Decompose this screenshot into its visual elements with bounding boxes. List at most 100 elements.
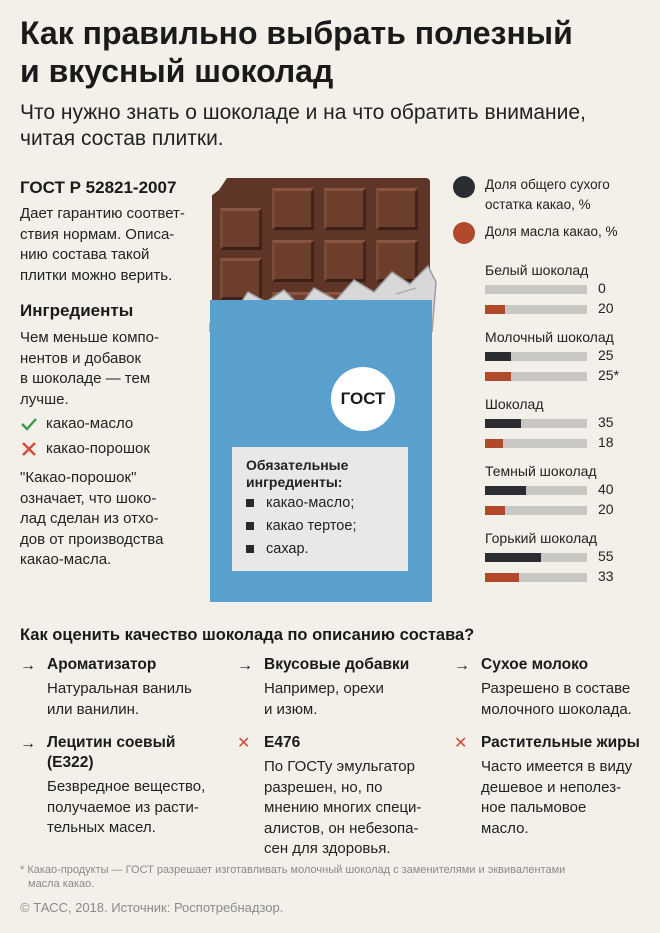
footnote-line: масла какао.	[28, 877, 95, 890]
footnote: * Какао-продукты — ГОСТ разрешает изгота…	[20, 864, 645, 891]
title-line-1: Как правильно выбрать полезный	[20, 15, 573, 51]
bar-value-label: 25	[598, 347, 614, 363]
arrow-right-icon: →	[20, 657, 36, 674]
page-title: Как правильно выбрать полезный и вкусный…	[20, 14, 640, 90]
ingredients-line: лучше.	[20, 390, 69, 408]
bar-track	[485, 439, 587, 448]
quality-item-line: Часто имеется в виду	[481, 758, 633, 775]
mandatory-ingredients-box: Обязательные ингредиенты: какао-масло; к…	[232, 447, 408, 571]
gost-line: ствия нормам. Описа-	[20, 225, 175, 243]
bar-category-label: Белый шоколад	[485, 262, 589, 278]
quality-item-line: молочного шоколада.	[481, 700, 632, 718]
cross-icon	[22, 442, 36, 457]
subtitle-line-2: читая состав плитки.	[20, 127, 224, 150]
arrow-right-icon: →	[454, 657, 470, 674]
quality-item-line: и изюм.	[264, 700, 318, 718]
subtitle-line-1: Что нужно знать о шоколаде и на что обра…	[20, 101, 586, 124]
quality-item-title-line: Растительные жиры	[481, 734, 640, 751]
copyright: © ТАСС, 2018. Источник: Роспотребнадзор.	[20, 900, 284, 915]
note-line: "Какао-порошок"	[20, 469, 137, 486]
bad-ingredient-label: какао-порошок	[46, 440, 150, 457]
quality-item-description: Разрешено в составе молочного шоколада.	[481, 679, 660, 720]
quality-item-description: Часто имеется в виду дешевое и неполез-но…	[481, 757, 660, 839]
note-line: дов от производства	[20, 530, 164, 548]
mandatory-ingredients-title: Обязательные ингредиенты:	[246, 457, 348, 491]
bar-track	[485, 419, 587, 428]
legend-line: остатка какао, %	[485, 197, 591, 212]
chocolate-piece	[220, 208, 262, 250]
footnote-line: * Какао-продукты — ГОСТ разрешает изгота…	[20, 864, 566, 876]
mandatory-item-label: какао-масло;	[266, 495, 355, 511]
quality-item-title: Растительные жиры	[481, 733, 640, 753]
bullet-icon	[246, 499, 254, 507]
quality-item-line: Натуральная ваниль	[47, 680, 192, 697]
arrow-right-icon: →	[20, 735, 36, 752]
chocolate-piece	[272, 240, 314, 282]
bar-track	[485, 352, 587, 361]
quality-item-title: Вкусовые добавки	[264, 655, 409, 675]
quality-item-title-line: Лецитин соевый	[47, 734, 176, 751]
gost-heading: ГОСТ Р 52821-2007	[20, 178, 177, 197]
bar	[485, 573, 519, 582]
legend-dot-cocoa-butter	[453, 222, 475, 244]
ingredients-line: нентов и добавок	[20, 349, 142, 367]
bar-value-label: 20	[598, 300, 614, 316]
note-line: какао-масла.	[20, 551, 112, 568]
good-ingredient-label: какао-масло	[46, 415, 134, 432]
box-title-line: ингредиенты:	[246, 474, 343, 490]
bar-value-label: 20	[598, 501, 614, 517]
quality-item-title-line: Сухое молоко	[481, 656, 589, 673]
mandatory-item-label: какао тертое;	[266, 518, 357, 534]
mandatory-item-label: сахар.	[266, 541, 309, 557]
quality-item-title: Сухое молоко	[481, 655, 588, 675]
quality-item-line: сен для здоровья.	[264, 840, 391, 857]
quality-item-title-line: E476	[264, 734, 301, 751]
quality-heading: Как оценить качество шоколада по описани…	[20, 626, 475, 644]
bullet-icon	[246, 545, 254, 553]
quality-item-description: Натуральная ваниль или ванилин.	[47, 679, 237, 720]
quality-item-title-line: Ароматизатор	[47, 656, 157, 673]
quality-item-line: Безвредное вещество,	[47, 778, 206, 795]
quality-item-line: алистов, он небезопа-	[264, 819, 419, 837]
quality-item-title-line: (E322)	[47, 754, 94, 771]
cross-icon: ✕	[454, 735, 468, 752]
bar	[485, 553, 542, 562]
mandatory-item: какао-масло;	[246, 495, 354, 511]
bar	[485, 439, 504, 448]
legend-dry-cocoa: Доля общего сухого остатка какао, %	[485, 175, 610, 215]
ingredients-heading: Ингредиенты	[20, 301, 134, 320]
quality-item-title-line: Вкусовые добавки	[264, 656, 410, 673]
bar	[485, 419, 521, 428]
ingredients-description: Чем меньше компо- нентов и добавок в шок…	[20, 328, 210, 410]
quality-item-line: или ванилин.	[47, 700, 140, 718]
check-icon	[21, 418, 37, 431]
note-line: означает, что шоко-	[20, 489, 157, 507]
title-line-2: и вкусный шоколад	[20, 53, 334, 89]
arrow-right-icon: →	[237, 657, 253, 674]
note-line: лад сделан из отхо-	[20, 510, 159, 527]
mandatory-item: какао тертое;	[246, 518, 356, 534]
quality-item-line: ное пальмовое	[481, 799, 587, 816]
bar-value-label: 0	[598, 280, 606, 296]
mandatory-item: сахар.	[246, 541, 309, 557]
bar-track	[485, 553, 587, 562]
quality-item-description: Безвредное вещество, получаемое из расти-…	[47, 777, 237, 839]
cross-icon: ✕	[237, 735, 251, 752]
gost-description: Дает гарантию соответ- ствия нормам. Опи…	[20, 204, 210, 286]
gost-line: плитки можно верить.	[20, 266, 173, 284]
quality-item-line: Например, орехи	[264, 680, 384, 697]
chocolate-piece	[376, 188, 418, 230]
quality-item-title: E476	[264, 733, 300, 753]
quality-item-line: получаемое из расти-	[47, 798, 199, 816]
chocolate-piece	[324, 188, 366, 230]
bar	[485, 352, 511, 361]
quality-item-line: По ГОСТу эмульгатор	[264, 758, 415, 775]
quality-item-title: Ароматизатор	[47, 655, 156, 675]
bar-value-label: 35	[598, 414, 614, 430]
legend-dot-dry-cocoa	[453, 176, 475, 198]
bar-track	[485, 285, 587, 294]
bar-category-label: Темный шоколад	[485, 463, 597, 479]
ingredients-line: в шоколаде — тем	[20, 370, 151, 387]
quality-item-description: По ГОСТу эмульгатор разрешен, но, по мнени…	[264, 757, 454, 860]
bar-category-label: Горький шоколад	[485, 530, 598, 546]
